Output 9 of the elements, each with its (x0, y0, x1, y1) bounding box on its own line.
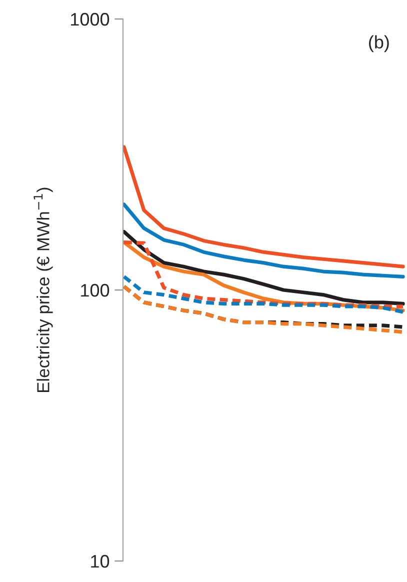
y-tick-label: 10 (91, 554, 110, 568)
y-tick-label: 100 (81, 284, 110, 297)
y-tick-label: 1000 (71, 12, 110, 26)
line-series (123, 145, 405, 268)
line-series (123, 230, 405, 306)
line-series (123, 202, 405, 278)
y-axis-title: Electricity price (€ MWh$^{−1}$) (34, 188, 53, 392)
line-series (123, 274, 405, 314)
annotation: (b) (369, 35, 389, 52)
